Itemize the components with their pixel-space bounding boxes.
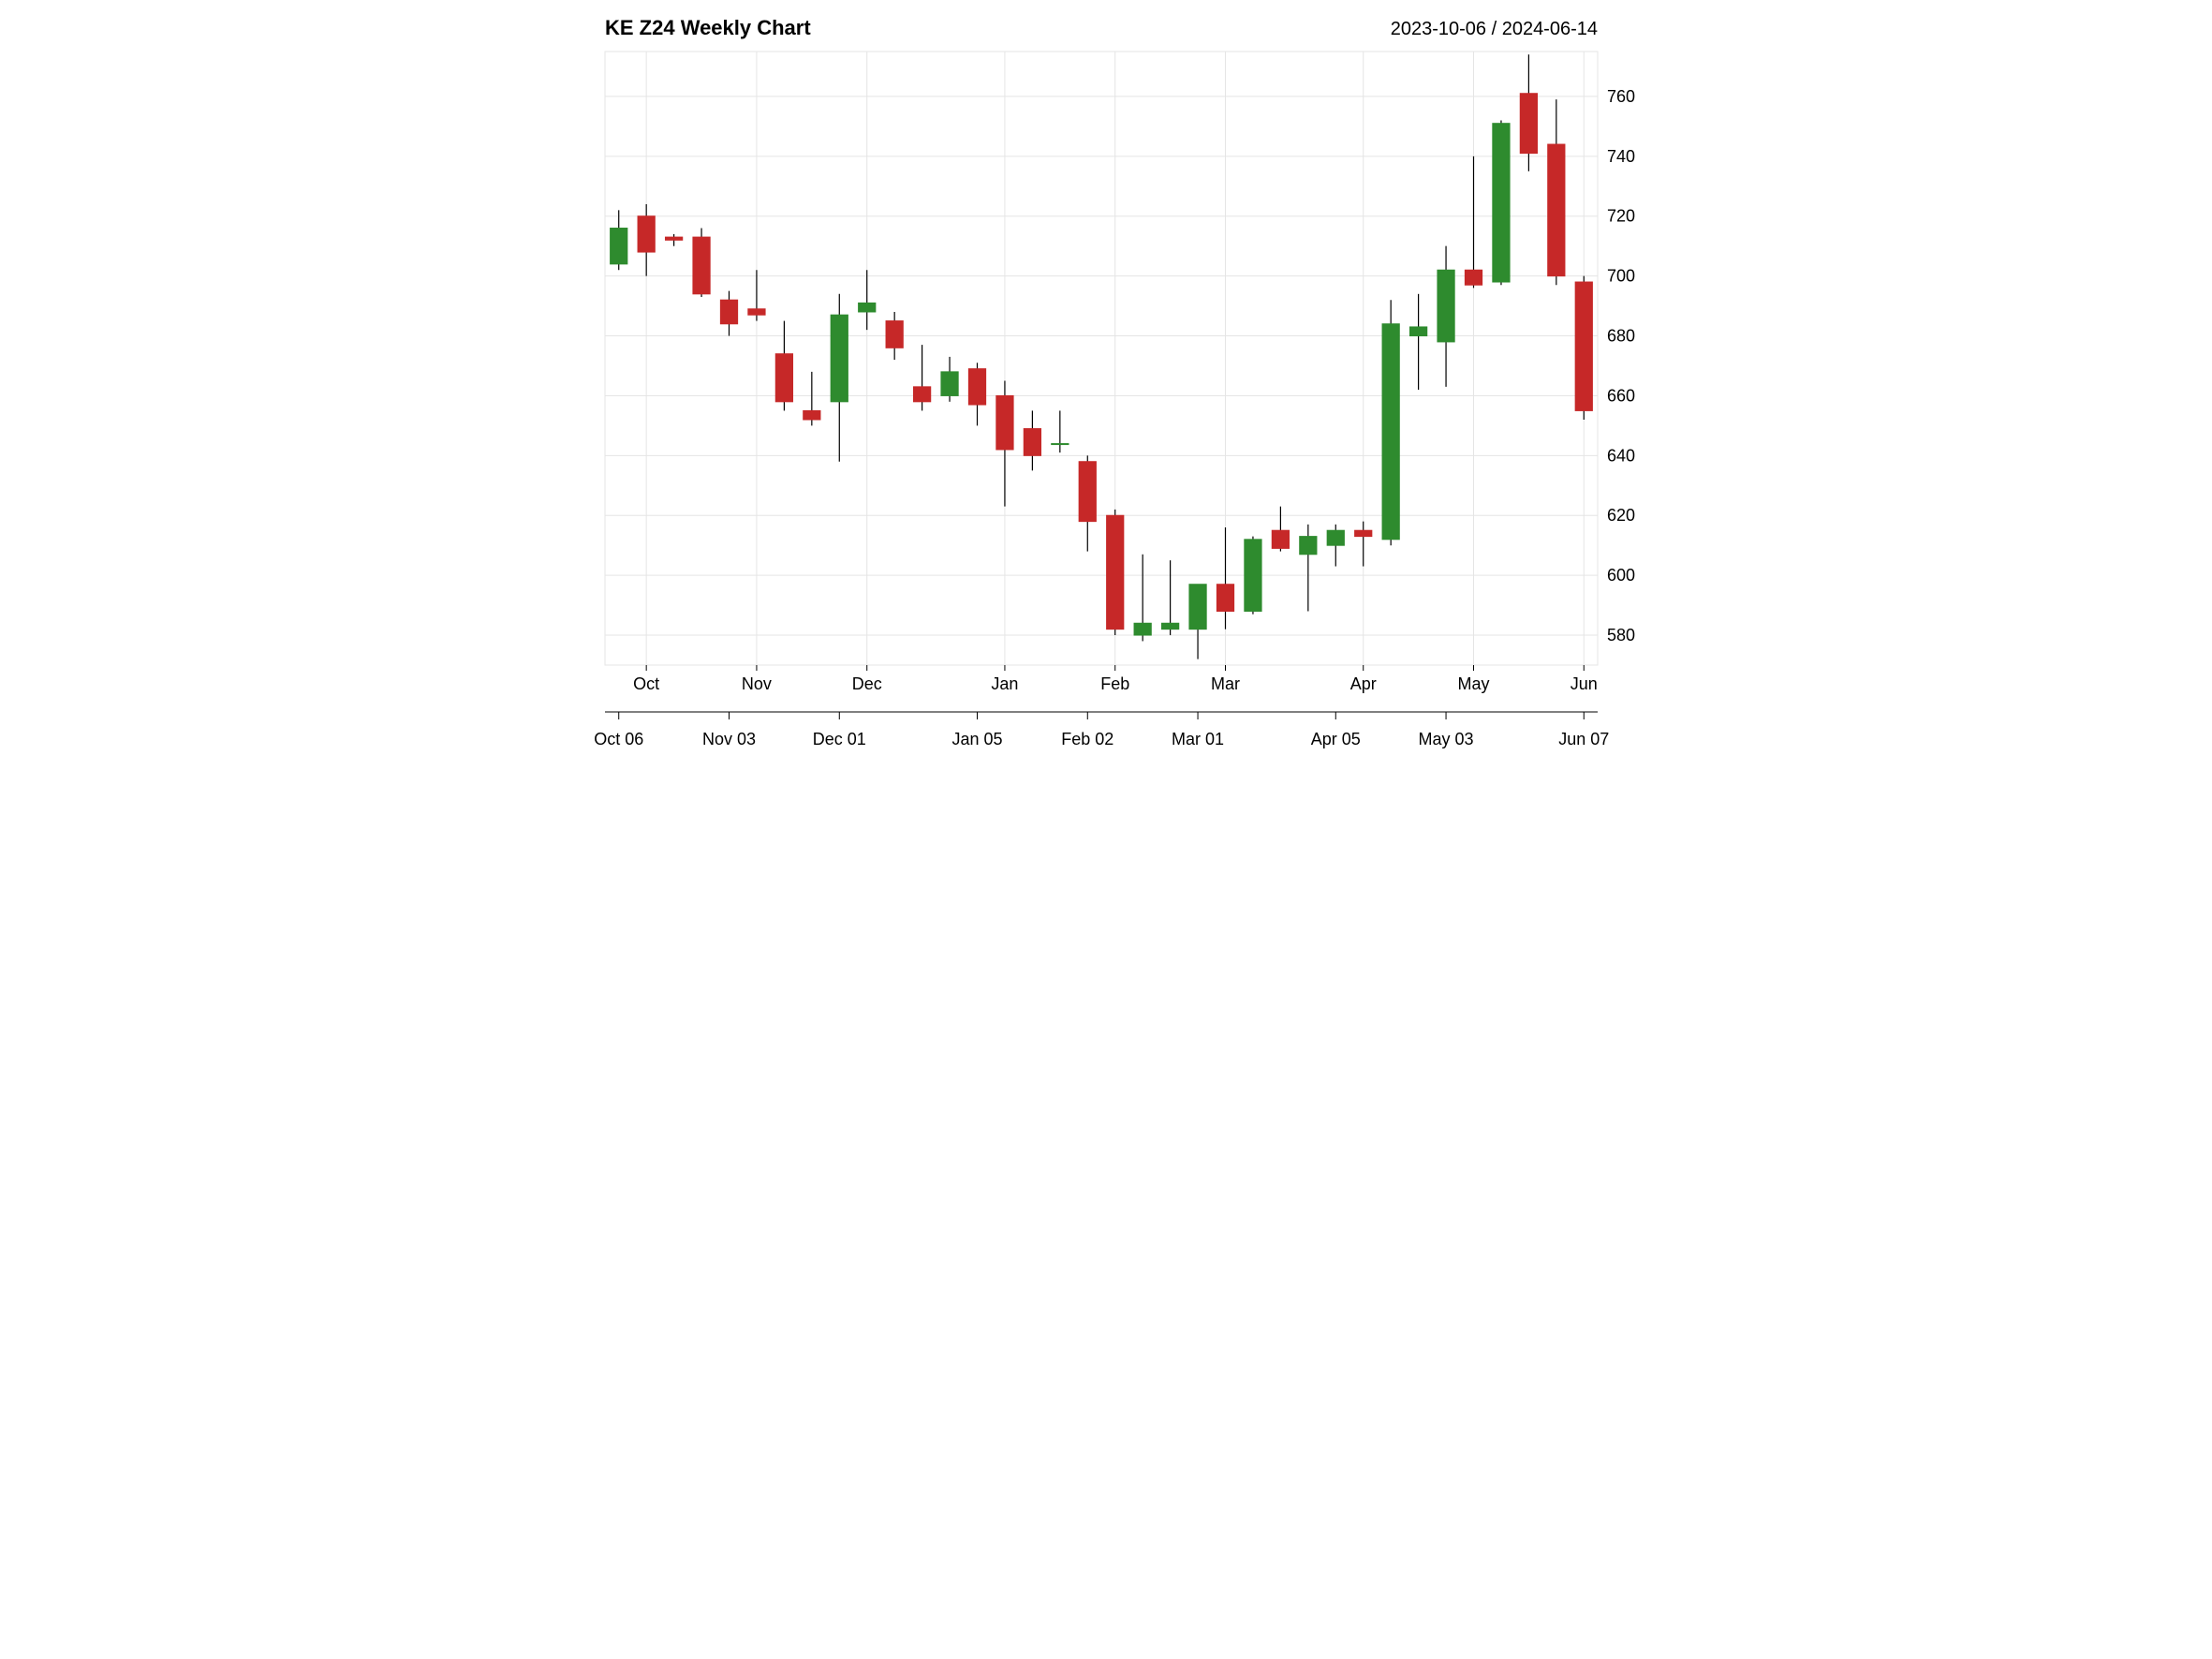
chart-title: KE Z24 Weekly Chart [605, 16, 811, 39]
candle-down [886, 321, 903, 348]
candle-down [720, 300, 737, 324]
y-tick-label: 740 [1607, 147, 1635, 166]
candle-down [1465, 270, 1482, 285]
candle-down [747, 309, 764, 315]
candle-down [692, 237, 709, 294]
y-tick-label: 700 [1607, 267, 1635, 286]
x-month-label: Apr [1349, 674, 1376, 693]
x-major-label: Mar 01 [1172, 730, 1224, 748]
x-month-label: Feb [1100, 674, 1129, 693]
x-major-label: Dec 01 [812, 730, 865, 748]
x-month-label: Oct [633, 674, 659, 693]
candle-up [1409, 327, 1426, 336]
y-tick-label: 760 [1607, 87, 1635, 106]
candle-up [1051, 444, 1068, 445]
candle-down [968, 369, 985, 405]
x-major-label: Oct 06 [594, 730, 643, 748]
candle-up [1492, 124, 1509, 282]
candle-down [1024, 429, 1040, 456]
y-tick-label: 600 [1607, 566, 1635, 585]
x-month-label: May [1457, 674, 1489, 693]
candle-up [1134, 623, 1151, 635]
candlestick-chart: 580 600 620 640 660 680 700 720 740 760 Oct Nov Dec J… [553, 0, 1659, 829]
candle-up [1437, 270, 1453, 342]
candle-up [1188, 585, 1205, 630]
y-tick-label: 660 [1607, 386, 1635, 405]
candle-up [610, 229, 627, 264]
x-major-label: Apr 05 [1310, 730, 1360, 748]
x-month-label: Nov [741, 674, 771, 693]
candle-down [775, 354, 792, 402]
candle-up [831, 315, 848, 402]
y-tick-label: 620 [1607, 506, 1635, 525]
candle-down [638, 216, 655, 252]
x-major-label: Jun 07 [1558, 730, 1609, 748]
candle-down [913, 387, 930, 402]
candle-down [1547, 144, 1564, 276]
candle-up [1161, 623, 1178, 629]
y-tick-label: 580 [1607, 626, 1635, 644]
y-tick-label: 680 [1607, 327, 1635, 346]
candle-down [1272, 530, 1289, 548]
x-major-label: Nov 03 [701, 730, 755, 748]
candle-down [995, 395, 1012, 450]
x-month-label: Mar [1211, 674, 1240, 693]
candle-up [1382, 324, 1399, 540]
x-month-label: Dec [851, 674, 881, 693]
candle-down [803, 410, 819, 420]
chart-date-range: 2023-10-06 / 2024-06-14 [1390, 19, 1597, 39]
y-tick-label: 640 [1607, 446, 1635, 465]
candle-up [1244, 540, 1261, 612]
x-major-label: Jan 05 [951, 730, 1002, 748]
x-month-label: Jan [991, 674, 1018, 693]
candle-down [665, 237, 682, 240]
candle-down [1079, 462, 1096, 522]
x-major-label: May 03 [1418, 730, 1473, 748]
x-major-label: Feb 02 [1061, 730, 1113, 748]
chart-container: 580 600 620 640 660 680 700 720 740 760 Oct Nov Dec J… [553, 0, 1659, 829]
y-tick-label: 720 [1607, 207, 1635, 226]
candle-down [1575, 282, 1592, 410]
candle-up [1299, 537, 1316, 555]
candle-down [1106, 515, 1123, 629]
candle-up [940, 372, 957, 396]
candle-down [1217, 585, 1233, 612]
candle-down [1520, 94, 1537, 154]
candle-up [1327, 530, 1344, 545]
candle-down [1354, 530, 1371, 536]
x-month-label: Jun [1570, 674, 1597, 693]
candle-up [858, 303, 875, 312]
